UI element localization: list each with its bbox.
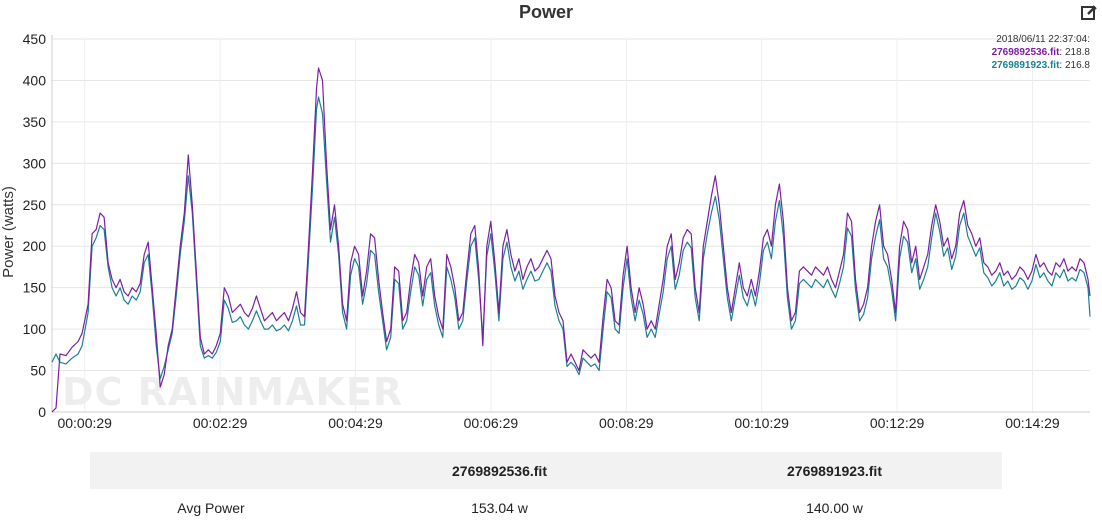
header-cell: 2769891923.fit [787, 462, 882, 479]
y-tick-label: 350 [23, 114, 47, 130]
y-tick-label: 200 [23, 238, 47, 254]
x-tick-label: 00:00:29 [57, 415, 112, 431]
watermark: DC RAINMAKER [62, 370, 404, 414]
x-tick-label: 00:12:29 [870, 415, 925, 431]
header-cell: 2769892536.fit [452, 462, 547, 479]
y-tick-label: 50 [30, 363, 46, 379]
y-tick-label: 250 [23, 197, 47, 213]
y-tick-labels: 0 50 100 150 200 250 300 350 400 450 [23, 31, 47, 420]
tooltip-row: 2769892536.fit: 218.8 [991, 47, 1090, 58]
x-tick-label: 00:02:29 [193, 415, 248, 431]
cell-value: 140.00 w [806, 500, 863, 516]
y-tick-label: 400 [23, 72, 47, 88]
x-tick-label: 00:14:29 [1005, 415, 1060, 431]
cell-value: 153.04 w [471, 500, 528, 516]
grid [51, 35, 1090, 413]
table-row: Avg Power 153.04 w 140.00 w [90, 489, 1002, 527]
edit-icon[interactable] [1080, 4, 1098, 22]
x-tick-label: 00:04:29 [328, 415, 383, 431]
x-tick-labels: 00:00:29 00:02:29 00:04:29 00:06:29 00:08:29… [57, 415, 1059, 431]
x-tick-label: 00:10:29 [734, 415, 789, 431]
tooltip-time: 2018/06/11 22:37:04: [996, 34, 1090, 45]
series-line-2769891923.fit [51, 96, 1091, 380]
y-tick-label: 450 [23, 31, 47, 47]
table-header: 2769892536.fit 2769891923.fit [90, 452, 1002, 489]
row-label: Avg Power [177, 500, 245, 516]
hover-tooltip: 2018/06/11 22:37:04: 2769892536.fit: 218… [992, 33, 1090, 72]
y-tick-label: 300 [23, 155, 47, 171]
summary-table: 2769892536.fit 2769891923.fit Avg Power … [90, 452, 1002, 527]
y-tick-label: 0 [38, 404, 46, 420]
x-tick-label: 00:06:29 [464, 415, 519, 431]
series-lines [51, 67, 1091, 413]
series-line-2769892536.fit [51, 67, 1091, 413]
y-axis-label: Power (watts) [0, 186, 17, 278]
y-tick-label: 150 [23, 280, 47, 296]
x-tick-label: 00:08:29 [599, 415, 654, 431]
y-tick-label: 100 [23, 321, 47, 337]
chart-title: Power [518, 2, 574, 22]
tooltip-row: 2769891923.fit: 216.8 [991, 60, 1090, 71]
